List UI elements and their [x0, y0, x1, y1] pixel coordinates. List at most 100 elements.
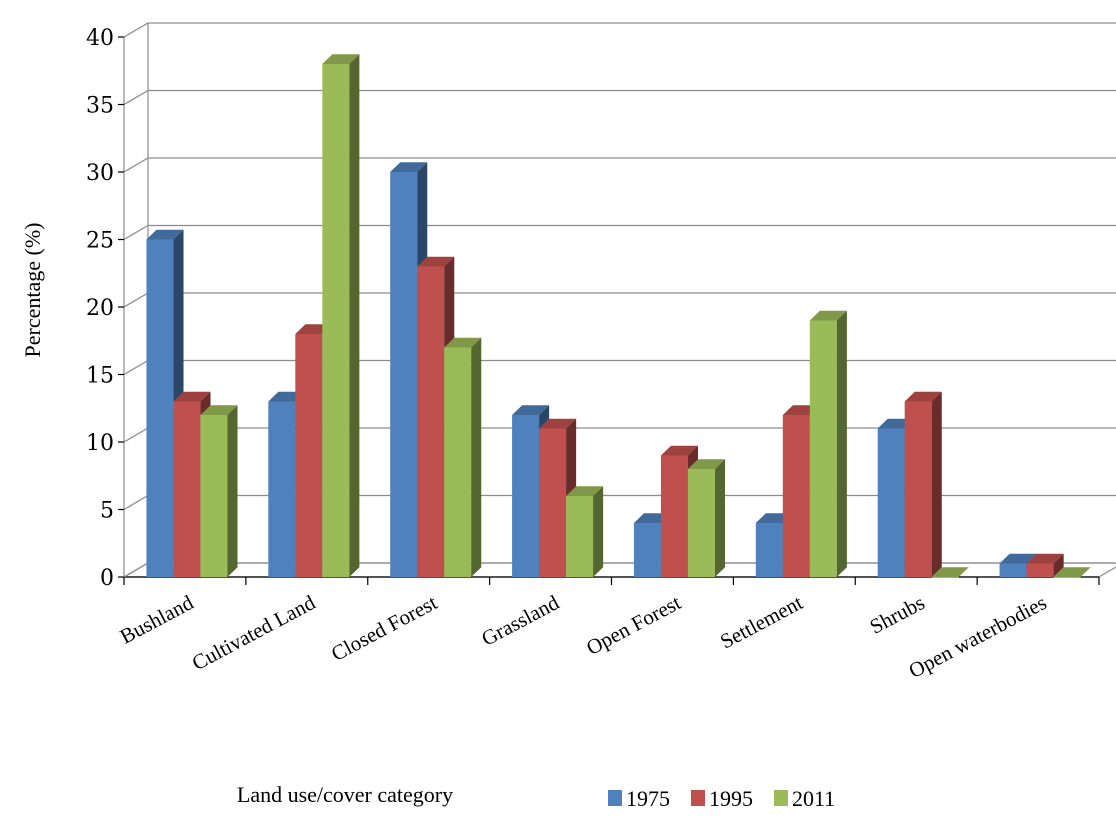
- bar-front: [1053, 577, 1081, 578]
- bar-front: [931, 577, 959, 578]
- bar-side: [1053, 553, 1064, 577]
- bar-front: [782, 415, 810, 577]
- y-tick-label: 15: [86, 364, 114, 389]
- bar-top: [444, 337, 482, 348]
- x-category-label: Bushland: [116, 590, 198, 649]
- bar-side: [593, 486, 604, 577]
- gridline: [123, 292, 1116, 308]
- bar-front: [268, 401, 296, 577]
- bar-side: [958, 567, 969, 577]
- legend-swatch: [608, 790, 622, 806]
- bar: [687, 459, 726, 577]
- x-axis-title: Land use/cover category: [237, 782, 453, 807]
- x-category-label: Shrubs: [866, 590, 929, 639]
- bar-top: [1053, 567, 1091, 577]
- x-category-label: Open waterbodies: [905, 590, 1051, 683]
- bar-top: [417, 256, 455, 267]
- gridline: [123, 157, 1116, 173]
- bar-side: [227, 405, 238, 577]
- bar-side: [349, 54, 360, 577]
- bar-top: [566, 486, 604, 496]
- bar-front: [200, 415, 228, 577]
- x-category-label: Grassland: [477, 590, 563, 651]
- bar-top: [512, 405, 550, 415]
- bar-front: [322, 64, 350, 577]
- bar-front: [295, 334, 323, 577]
- bar: [1026, 553, 1064, 577]
- bar: [200, 405, 238, 577]
- bar-front: [660, 455, 688, 577]
- bar-front: [999, 563, 1027, 577]
- bar-top: [146, 229, 184, 240]
- y-tick-label: 10: [86, 431, 114, 456]
- x-category-label: Closed Forest: [327, 590, 441, 666]
- legend: 1975 1995 2011: [608, 786, 835, 811]
- bar-front: [390, 172, 418, 577]
- gridline: [123, 224, 1116, 241]
- bar-front: [877, 428, 905, 577]
- bar-front: [417, 266, 445, 577]
- legend-swatch: [774, 790, 788, 806]
- bar-front: [904, 401, 932, 577]
- bar-front: [633, 523, 661, 577]
- bar-side: [471, 337, 482, 577]
- y-tick-label: 30: [86, 161, 114, 186]
- y-tick-label: 25: [86, 229, 114, 254]
- bar-top: [660, 445, 699, 456]
- legend-label: 1975: [626, 786, 670, 811]
- bar-top: [390, 162, 428, 172]
- bar: [322, 54, 360, 577]
- bar-top: [904, 391, 942, 402]
- legend-item: 1975: [608, 786, 670, 811]
- bar-front: [512, 415, 540, 577]
- bar-top: [999, 553, 1037, 564]
- bar-top: [687, 459, 726, 469]
- y-axis-ticks: 0 5 10 15 20 25 30 35 40: [86, 26, 124, 591]
- bar-side: [714, 459, 726, 577]
- gridline: [123, 89, 1116, 106]
- bar: [444, 337, 482, 577]
- bar-front: [539, 428, 567, 577]
- y-tick-label: 5: [100, 499, 114, 524]
- bar-top: [931, 567, 969, 577]
- y-tick-label: 40: [86, 26, 114, 51]
- legend-swatch: [691, 790, 705, 806]
- x-category-label: Open Forest: [582, 590, 685, 660]
- legend-label: 2011: [792, 786, 835, 811]
- bar-top: [173, 391, 211, 402]
- bar: [931, 567, 969, 578]
- y-tick-label: 35: [86, 94, 114, 119]
- bars: [146, 54, 1091, 578]
- bar-top: [809, 310, 847, 321]
- bar-top: [322, 54, 360, 64]
- x-category-label: Settlement: [716, 590, 807, 653]
- x-category-label: Cultivated Land: [188, 590, 320, 675]
- bar: [1053, 567, 1091, 578]
- bar: [904, 391, 942, 577]
- y-tick-label: 0: [100, 566, 114, 591]
- y-axis-title: Percentage (%): [20, 223, 45, 358]
- bar-side: [836, 310, 847, 577]
- bar-front: [444, 347, 472, 577]
- legend-item: 2011: [774, 786, 835, 811]
- bar-top: [1026, 553, 1064, 564]
- legend-item: 1995: [691, 786, 753, 811]
- bar-front: [566, 496, 594, 577]
- bar-front: [755, 523, 783, 577]
- bar-top: [539, 418, 577, 429]
- bar-front: [173, 401, 201, 577]
- y-tick-label: 20: [86, 296, 114, 321]
- bar-side: [931, 391, 942, 577]
- bar-front: [146, 239, 174, 577]
- bar-front: [687, 469, 715, 577]
- bar: [809, 310, 847, 577]
- bar: [566, 486, 604, 577]
- bar-front: [1026, 563, 1054, 577]
- bar-front: [809, 320, 837, 577]
- legend-label: 1995: [709, 786, 753, 811]
- gridline: [123, 359, 1116, 376]
- bar-top: [200, 405, 238, 415]
